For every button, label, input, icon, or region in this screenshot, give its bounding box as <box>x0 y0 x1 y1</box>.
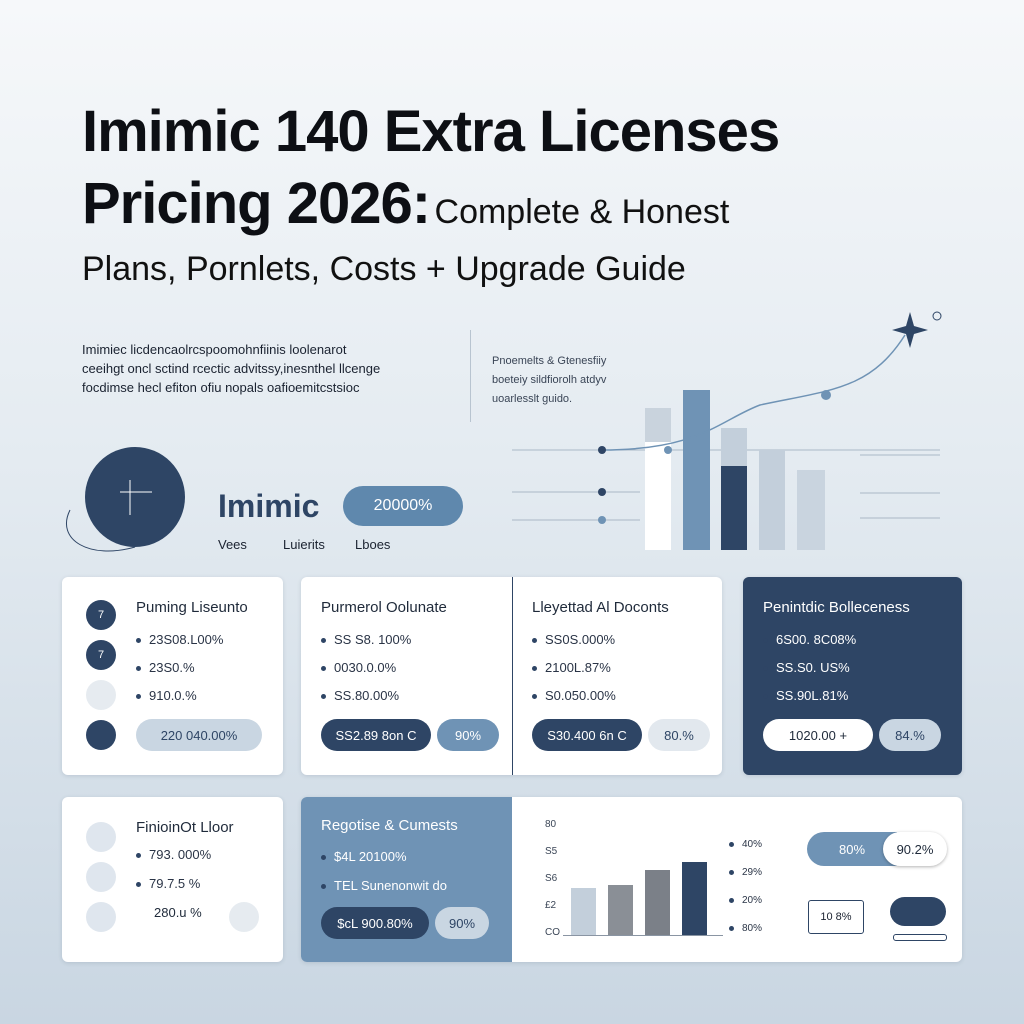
card: Puming Liseunto 23S08.L00% 23S0.% 910.0.% 7 7… <box>62 577 283 775</box>
tab[interactable]: Luierits <box>283 537 325 552</box>
card: Penintdic Bolleceness 6S00. 8C08% SS.S0. U… <box>743 577 962 775</box>
subtitle: Plans, Pornlets, Costs + Upgrade Guide <box>82 250 686 288</box>
dot <box>932 311 942 321</box>
logo-circle <box>85 447 185 547</box>
button[interactable]: 90% <box>437 719 499 751</box>
card-title: Regotise & Cumests <box>321 817 458 834</box>
list-item: SS.90L.81% <box>763 688 848 703</box>
axis-label: 80 <box>545 819 557 830</box>
user-icon <box>86 902 116 932</box>
dots <box>598 390 831 524</box>
button[interactable]: 220 040.00% <box>136 719 262 751</box>
button[interactable]: 90% <box>435 907 489 939</box>
step-marker: 7 <box>86 600 116 630</box>
intro-line: ceeihgt oncl sctind rcectic advitssy,ine… <box>82 361 381 376</box>
brand-name: Imimic <box>218 488 320 524</box>
step-marker: 7 <box>86 640 116 670</box>
button[interactable]: 1020.00 + <box>763 719 873 751</box>
divider <box>512 577 513 775</box>
axis-label: S5 <box>545 846 558 857</box>
legend-item: 80% <box>729 923 762 934</box>
bar <box>645 408 671 442</box>
axis-label: £2 <box>545 900 557 911</box>
toggle-option[interactable]: 90.2% <box>883 832 947 866</box>
toggle-option[interactable]: 80% <box>807 832 897 866</box>
toggle-switch[interactable] <box>890 897 946 926</box>
orbit <box>66 509 136 552</box>
value-box: 10 8% <box>808 900 864 934</box>
title-row: Pricing 2026: Complete & Honest <box>82 170 729 237</box>
title: Imimic 140 Extra Licenses <box>82 99 780 164</box>
bar <box>683 390 710 550</box>
button[interactable]: S30.400 6n C <box>532 719 642 751</box>
icon-button[interactable] <box>229 902 259 932</box>
list-item: 23S08.L00% <box>136 632 223 647</box>
card-title: Purmerol Oolunate <box>321 599 447 616</box>
button[interactable]: $cL 900.80% <box>321 907 429 939</box>
bar <box>645 870 670 935</box>
trend-line <box>601 334 906 451</box>
bar <box>682 862 707 935</box>
bar <box>608 885 633 935</box>
slider-track <box>893 934 947 941</box>
axis-label: CO <box>545 927 560 938</box>
user-icon <box>86 822 116 852</box>
badge[interactable]: 20000% <box>343 486 463 526</box>
card: Purmerol Oolunate SS S8. 100% 0030.0.0% SS.… <box>301 577 722 775</box>
card: Regotise & Cumests $4L 20100% TEL Sunenonw… <box>301 797 962 962</box>
list-item: SS.S0. US% <box>763 660 850 675</box>
list-item: 79.7.5 % <box>136 876 200 891</box>
user-icon <box>86 862 116 892</box>
list-item: $4L 20100% <box>321 849 407 864</box>
tab[interactable]: Lboes <box>355 537 391 552</box>
bar <box>759 450 785 550</box>
list-item: SS S8. 100% <box>321 632 411 647</box>
legend-item: 40% <box>729 839 762 850</box>
list-item: SS.80.00% <box>321 688 399 703</box>
button[interactable]: 80.% <box>648 719 710 751</box>
legend-item: 20% <box>729 895 762 906</box>
intro: Imimiec licdencaolrcspoomohnfiinis loole… <box>82 340 380 397</box>
button[interactable]: SS2.89 8on C <box>321 719 431 751</box>
bar <box>571 888 596 935</box>
intro-line: Imimiec licdencaolrcspoomohnfiinis loole… <box>82 342 347 357</box>
caption-line: uoarlesslt guido. <box>492 393 573 405</box>
axis-line <box>563 935 723 936</box>
legend-item: 29% <box>729 867 762 878</box>
step-marker: 7 <box>86 680 116 710</box>
divider <box>470 330 471 422</box>
star <box>892 312 928 348</box>
step-marker <box>86 720 116 750</box>
tab[interactable]: Vees <box>218 537 247 552</box>
card-title: FinioinOt Lloor <box>136 819 234 836</box>
list-item: 793. 000% <box>136 847 211 862</box>
card-title: Puming Liseunto <box>136 599 248 616</box>
list-item: 910.0.% <box>136 688 197 703</box>
caption: Pnoemelts & Gtenesfiiy boeteiy sildfiorol… <box>492 352 606 409</box>
caption-line: boeteiy sildfiorolh atdyv <box>492 374 607 386</box>
logo-icon <box>120 480 152 515</box>
card-title: Penintdic Bolleceness <box>763 599 910 616</box>
list-item: TEL Sunenonwit do <box>321 878 447 893</box>
list-item: S0.050.00% <box>532 688 616 703</box>
subtitle: Complete & Honest <box>434 193 730 231</box>
list-item: 280.u % <box>154 905 202 920</box>
card: FinioinOt Lloor 793. 000% 79.7.5 % 280.u % <box>62 797 283 962</box>
button[interactable]: 84.% <box>879 719 941 751</box>
title: Pricing 2026: <box>82 171 431 236</box>
list-item: 6S00. 8C08% <box>763 632 856 647</box>
list-item: 2100L.87% <box>532 660 611 675</box>
intro-line: focdimse hecl efiton ofiu nopals oafioem… <box>82 380 360 395</box>
axis-label: S6 <box>545 873 558 884</box>
list-item: 23S0.% <box>136 660 195 675</box>
list-item: 0030.0.0% <box>321 660 396 675</box>
list-item: SS0S.000% <box>532 632 615 647</box>
bar <box>721 428 747 466</box>
bar <box>797 470 825 550</box>
card-title: Lleyettad Al Doconts <box>532 599 669 616</box>
caption-line: Pnoemelts & Gtenesfiiy <box>492 355 607 367</box>
